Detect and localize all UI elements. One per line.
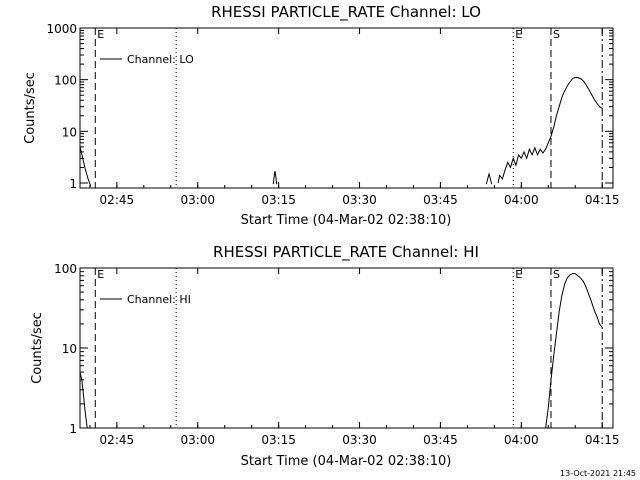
- x-tick-label-lo-4: 03:45: [423, 193, 458, 207]
- legend-entry-lo: Channel: LO: [127, 53, 194, 66]
- x-tick-label-lo-6: 04:15: [585, 193, 620, 207]
- x-tick-label-lo-0: 02:45: [100, 193, 135, 207]
- axis-ticks-lo: 02:45 03:00 03:15 03:30 03:45 04:00 04:15 1 10 10…: [46, 22, 619, 207]
- x-tick-label-hi-4: 03:45: [423, 433, 458, 447]
- y-axis-label-lo: Counts/sec: [23, 72, 38, 144]
- x-tick-label-hi-1: 03:00: [180, 433, 215, 447]
- chart-panel-hi: RHESSI PARTICLE_RATE Channel: HI Start T…: [30, 243, 620, 469]
- x-axis-label-lo: Start Time (04-Mar-02 02:38:10): [241, 213, 452, 228]
- axis-ticks-hi: 02:45 03:00 03:15 03:30 03:45 04:00 04:15 1 10 10…: [54, 262, 619, 447]
- chart-panel-lo: RHESSI PARTICLE_RATE Channel: LO Start T…: [23, 3, 620, 228]
- y-tick-label-hi-1: 10: [62, 342, 77, 356]
- series-line-lo-0-2: [485, 171, 493, 185]
- series-lo: [79, 77, 603, 187]
- series-hi: [79, 273, 603, 429]
- x-tick-label-lo-2: 03:15: [261, 193, 296, 207]
- x-axis-label-hi: Start Time (04-Mar-02 02:38:10): [241, 454, 452, 469]
- chart-title-lo: RHESSI PARTICLE_RATE Channel: LO: [211, 3, 481, 22]
- event-marker-label-hi-0: E: [97, 268, 104, 281]
- x-tick-label-hi-0: 02:45: [100, 433, 135, 447]
- series-line-hi-0-0: [79, 371, 88, 429]
- y-tick-label-lo-0: 1: [69, 177, 77, 191]
- x-tick-label-hi-6: 04:15: [585, 433, 620, 447]
- x-tick-label-hi-3: 03:30: [342, 433, 377, 447]
- event-marker-label-hi-3: S: [553, 268, 560, 281]
- y-tick-label-lo-1: 10: [62, 125, 77, 139]
- y-tick-label-lo-2: 100: [54, 74, 77, 88]
- event-marker-label-hi-2: E: [515, 268, 522, 281]
- x-tick-label-lo-3: 03:30: [342, 193, 377, 207]
- event-marker-label-lo-3: S: [553, 28, 560, 41]
- y-tick-label-lo-3: 1000: [46, 22, 77, 36]
- footer-timestamp: 13-Oct-2021 21:45: [560, 469, 636, 478]
- series-line-hi-0-1: [545, 273, 603, 429]
- event-marker-label-lo-2: E: [515, 28, 522, 41]
- y-tick-label-hi-2: 100: [54, 262, 77, 276]
- legend-entry-hi: Channel: HI: [127, 293, 191, 306]
- series-line-lo-0-0: [79, 146, 92, 187]
- x-tick-label-lo-5: 04:00: [504, 193, 539, 207]
- x-tick-label-hi-5: 04:00: [504, 433, 539, 447]
- event-marker-label-lo-0: E: [97, 28, 104, 41]
- x-tick-label-lo-1: 03:00: [180, 193, 215, 207]
- series-line-lo-0-3: [497, 77, 603, 184]
- plot-frame-lo: [79, 27, 614, 189]
- y-axis-label-hi: Counts/sec: [30, 312, 45, 384]
- chart-title-hi: RHESSI PARTICLE_RATE Channel: HI: [213, 243, 479, 262]
- x-tick-label-hi-2: 03:15: [261, 433, 296, 447]
- plot-frame-hi: [79, 267, 614, 429]
- series-line-lo-0-1: [272, 171, 278, 185]
- y-tick-label-hi-0: 1: [69, 422, 77, 436]
